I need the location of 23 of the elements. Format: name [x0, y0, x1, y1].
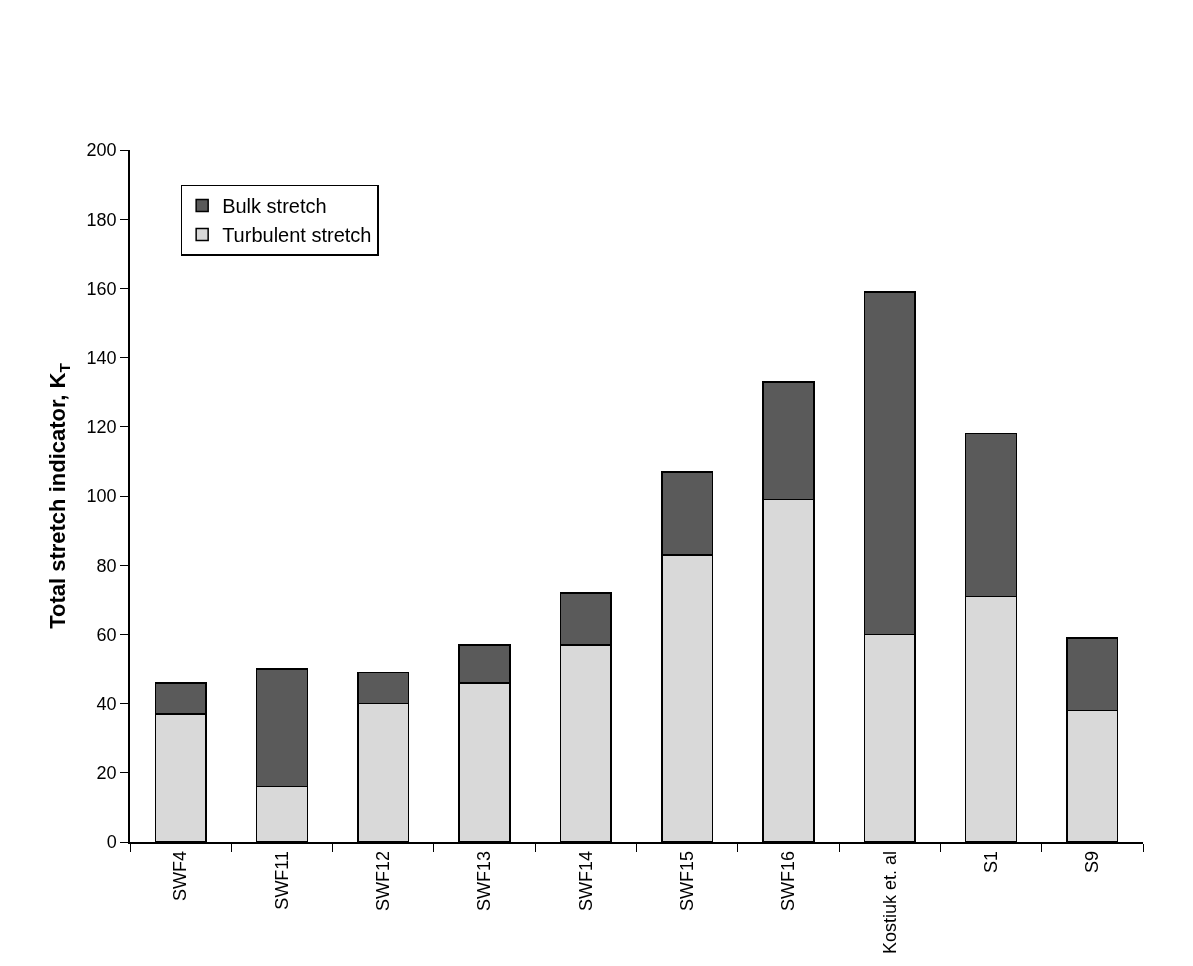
x-tick-label: S1	[980, 850, 1001, 873]
y-tick-label: 80	[96, 555, 117, 576]
y-tick-label: 140	[86, 347, 117, 368]
x-tick-label: SWF14	[575, 850, 596, 911]
y-tick-label: 120	[86, 417, 117, 438]
x-tick-label: Kostiuk et. al	[879, 850, 900, 955]
x-tick-label: SWF16	[778, 850, 799, 911]
x-tick-label: SWF15	[677, 850, 697, 911]
legend-label: Bulk stretch	[222, 195, 327, 218]
y-tick-label: 60	[96, 624, 117, 645]
y-tick-label: 40	[96, 693, 117, 714]
x-tick-label: S9	[1082, 850, 1103, 873]
y-tick-label: 0	[106, 832, 117, 853]
x-tick-label: SWF12	[373, 850, 394, 911]
x-tick-label: SWF13	[474, 850, 495, 911]
x-tick-label: SWF11	[271, 850, 292, 910]
y-tick-label: 200	[86, 140, 117, 161]
y-tick-label: 180	[86, 209, 117, 230]
y-tick-label: 20	[96, 763, 117, 784]
x-tick-label: SWF4	[170, 850, 191, 901]
y-tick-label: 160	[86, 278, 117, 299]
y-tick-label: 100	[86, 486, 117, 507]
legend-label: Turbulent stretch	[222, 224, 372, 247]
